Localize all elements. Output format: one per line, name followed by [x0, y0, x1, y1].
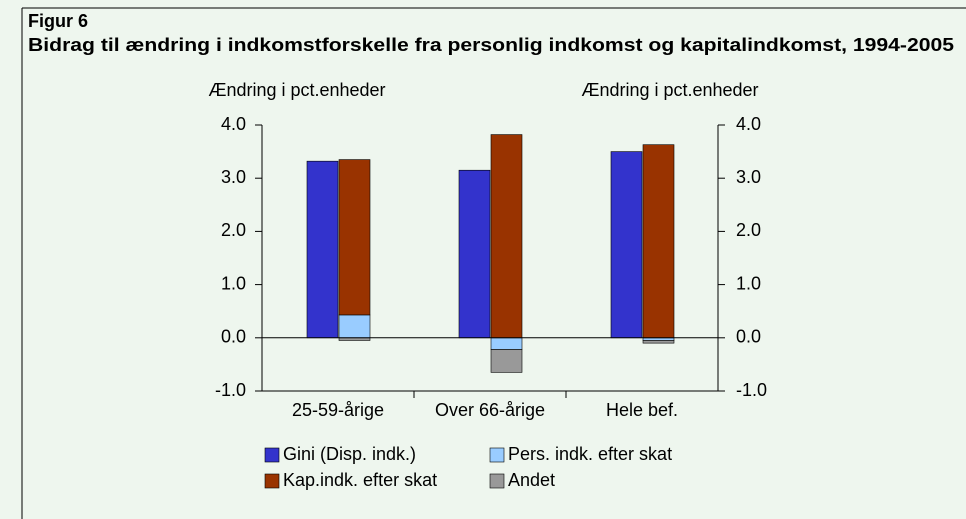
y2-tick-label: 1.0	[736, 273, 761, 293]
x-tick-label: Over 66-årige	[435, 400, 545, 420]
bar-segment	[338, 314, 371, 339]
bar-segment	[490, 349, 523, 373]
y2-tick-label: -1.0	[736, 380, 767, 400]
y-tick-label: 1.0	[221, 273, 246, 293]
chart-title: Bidrag til ændring i indkomstforskelle f…	[28, 35, 954, 55]
y-tick-label: 4.0	[221, 114, 246, 134]
legend-swatch	[489, 447, 505, 463]
bar-segment	[338, 159, 371, 316]
bar-segment	[458, 169, 491, 339]
legend-label: Pers. indk. efter skat	[508, 444, 672, 464]
bar-segment	[490, 134, 523, 339]
figure-label: Figur 6	[28, 11, 88, 31]
legend-swatch	[489, 473, 505, 489]
legend-swatch	[264, 473, 280, 489]
y-tick-label: -1.0	[215, 380, 246, 400]
bar-segment	[490, 337, 523, 350]
legend-label: Gini (Disp. indk.)	[283, 444, 416, 464]
x-tick-label: Hele bef.	[606, 400, 678, 420]
y2-tick-label: 2.0	[736, 220, 761, 240]
y2-axis-label: Ændring i pct.enheder	[581, 80, 758, 100]
y-tick-label: 3.0	[221, 167, 246, 187]
bar-segment	[642, 340, 675, 344]
y-axis-label: Ændring i pct.enheder	[208, 80, 385, 100]
bar-segment	[642, 144, 675, 339]
legend-label: Andet	[508, 470, 555, 490]
y-tick-label: 0.0	[221, 327, 246, 347]
x-tick-label: 25-59-årige	[292, 400, 384, 420]
bar-segment	[610, 151, 643, 339]
y2-tick-label: 4.0	[736, 114, 761, 134]
y2-tick-label: 0.0	[736, 327, 761, 347]
legend-label: Kap.indk. efter skat	[283, 470, 437, 490]
y2-tick-label: 3.0	[736, 167, 761, 187]
bar-segment	[306, 160, 339, 339]
y-tick-label: 2.0	[221, 220, 246, 240]
legend-swatch	[264, 447, 280, 463]
